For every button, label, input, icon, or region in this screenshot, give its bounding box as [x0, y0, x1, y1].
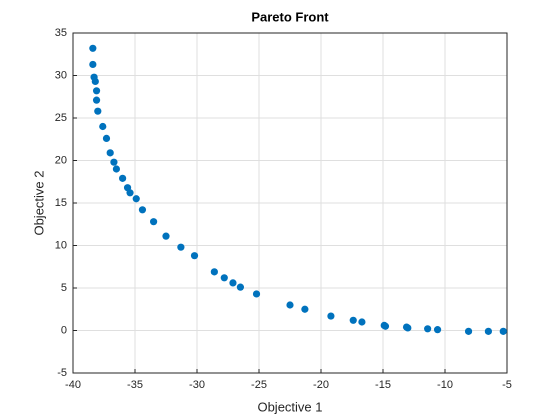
point: [484, 327, 492, 335]
chart-title: Pareto Front: [251, 9, 329, 24]
point: [236, 283, 244, 291]
point: [92, 96, 101, 104]
y-tick-label: 5: [61, 282, 67, 294]
x-tick-label: -20: [313, 379, 329, 391]
x-tick-label: -25: [251, 379, 267, 391]
point: [252, 290, 261, 298]
point: [110, 158, 118, 166]
y-tick-label: 30: [55, 69, 67, 81]
point: [381, 322, 390, 330]
point: [126, 189, 134, 197]
point: [89, 44, 97, 52]
x-tick-label: -30: [189, 379, 205, 391]
point: [177, 243, 185, 251]
point: [327, 312, 335, 320]
point: [91, 77, 99, 86]
x-axis-label: Objective 1: [257, 399, 322, 414]
point: [150, 218, 158, 226]
y-tick-label: 35: [55, 27, 67, 39]
point: [92, 87, 101, 95]
y-tick-label: 0: [61, 324, 67, 336]
x-tick-label: -10: [437, 379, 453, 391]
point: [424, 325, 432, 333]
point: [132, 195, 140, 203]
point: [138, 206, 147, 214]
point: [119, 174, 127, 182]
point: [99, 122, 107, 131]
plot-frame: [72, 32, 508, 374]
y-tick-label: -5: [57, 367, 67, 379]
y-tick-label: 15: [55, 197, 67, 209]
point: [94, 107, 102, 115]
point: [433, 326, 442, 334]
point: [349, 316, 357, 324]
point: [301, 305, 309, 313]
point: [162, 232, 170, 240]
point: [464, 327, 473, 335]
point: [220, 274, 228, 282]
y-tick-label: 20: [55, 154, 67, 166]
x-tick-label: -15: [375, 379, 391, 391]
x-tick-label: -5: [502, 379, 512, 391]
point: [102, 134, 111, 142]
x-tick-label: -35: [127, 379, 143, 391]
y-tick-label: 25: [55, 112, 67, 124]
point: [89, 60, 97, 69]
point: [190, 252, 199, 260]
point: [229, 279, 237, 287]
y-axis-label: Objective 2: [31, 170, 46, 235]
y-tick-label: 10: [55, 239, 67, 251]
point: [106, 149, 114, 157]
point: [499, 327, 507, 335]
point: [404, 324, 412, 332]
point: [210, 268, 218, 276]
point: [286, 301, 294, 309]
x-tick-label: -40: [65, 379, 81, 391]
point: [112, 165, 120, 173]
point: [358, 318, 366, 326]
